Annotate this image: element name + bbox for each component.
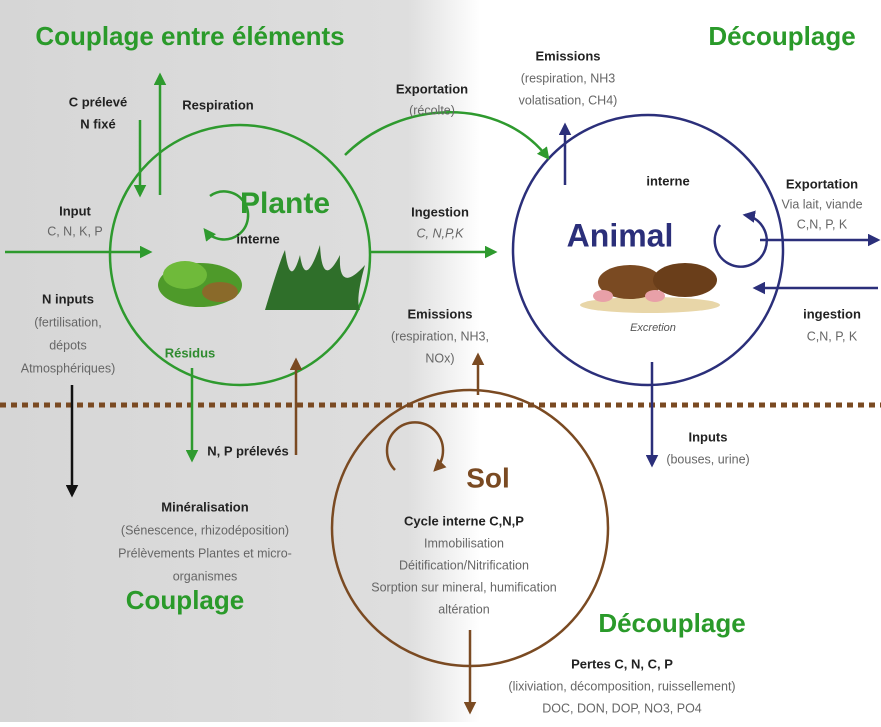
label: Cycle interne C,N,P	[404, 513, 524, 528]
label: C, N, K, P	[47, 224, 103, 238]
label: interne	[236, 231, 279, 246]
section-title: Couplage	[126, 585, 244, 615]
label: Pertes C, N, C, P	[571, 656, 673, 671]
label: Sorption sur mineral, humification	[371, 580, 557, 594]
label: Atmosphériques)	[21, 361, 116, 375]
label: Ingestion	[411, 204, 469, 219]
label: volatisation, CH4)	[519, 93, 618, 107]
label: Exportation	[786, 176, 858, 191]
label: N fixé	[80, 116, 115, 131]
label: Exportation	[396, 81, 468, 96]
label: Excretion	[630, 322, 676, 334]
label: DOC, DON, DOP, NO3, PO4	[542, 701, 702, 715]
label: interne	[646, 173, 689, 188]
label: (respiration, NH3	[521, 71, 616, 85]
label: Inputs	[689, 429, 728, 444]
label: ingestion	[803, 306, 861, 321]
label: (lixiviation, décomposition, ruisselleme…	[508, 679, 735, 693]
label: (Sénescence, rhizodéposition)	[121, 523, 289, 537]
label: altération	[438, 602, 489, 616]
label: Via lait, viande	[781, 197, 862, 211]
label: Déitification/Nitrification	[399, 558, 529, 572]
label: C,N, P, K	[807, 329, 858, 343]
arrows	[5, 72, 881, 715]
label: (bouses, urine)	[666, 452, 749, 466]
label: organismes	[173, 569, 238, 583]
section-title: Couplage entre éléments	[35, 21, 344, 51]
node-label: Sol	[466, 462, 510, 493]
label: (récolte)	[409, 103, 455, 117]
label: N inputs	[42, 291, 94, 306]
label: C,N, P, K	[797, 217, 848, 231]
label: Minéralisation	[161, 499, 248, 514]
label: dépots	[49, 338, 87, 352]
node-label: Plante	[240, 187, 330, 220]
section-title: Découplage	[708, 21, 855, 51]
label: Respiration	[182, 97, 254, 112]
circles	[108, 113, 785, 668]
label: Emissions	[407, 306, 472, 321]
label: NOx)	[425, 351, 454, 365]
label: Immobilisation	[424, 536, 504, 550]
label: C, N,P,K	[416, 226, 464, 240]
label: Prélèvements Plantes et micro-	[118, 546, 292, 560]
label: Input	[59, 203, 91, 218]
label: N, P prélevés	[207, 443, 288, 458]
label: (fertilisation,	[34, 315, 101, 329]
label: (respiration, NH3,	[391, 329, 489, 343]
animal-illustration	[580, 263, 720, 313]
label: Résidus	[165, 345, 216, 360]
label: C prélevé	[69, 94, 128, 109]
node-label: Animal	[567, 217, 674, 253]
plant-illustration	[158, 245, 365, 310]
section-title: Découplage	[598, 608, 745, 638]
label: Emissions	[535, 48, 600, 63]
